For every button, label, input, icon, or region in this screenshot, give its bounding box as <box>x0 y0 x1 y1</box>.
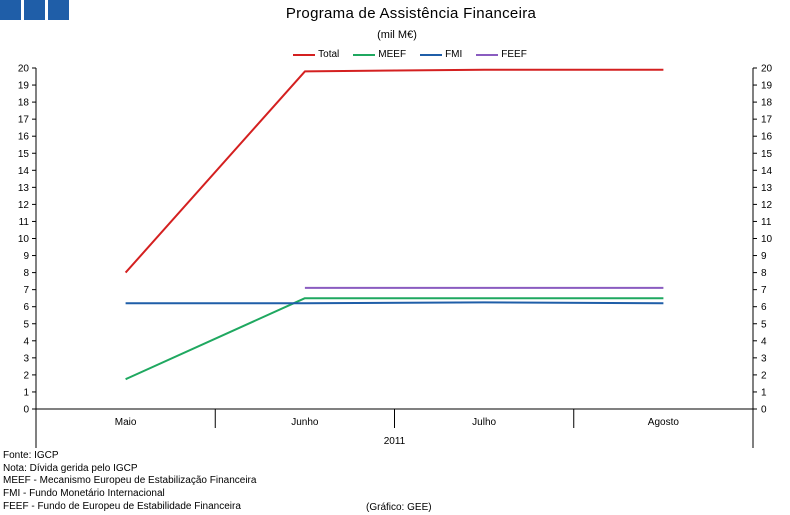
series-line-fmi <box>125 301 664 305</box>
y-tick-label-right: 16 <box>761 132 773 143</box>
y-tick-label-left: 1 <box>23 387 29 398</box>
y-tick-label-left: 0 <box>23 405 29 416</box>
y-tick-label-left: 2 <box>23 370 29 381</box>
series-line-meef <box>125 297 664 381</box>
y-tick-label-right: 5 <box>761 319 767 330</box>
y-tick-label-right: 6 <box>761 302 767 313</box>
y-tick-label-right: 0 <box>761 405 767 416</box>
legend-label-meef: MEEF <box>378 49 407 60</box>
chart-notes: Fonte: IGCP Nota: Dívida gerida pelo IGC… <box>3 450 256 514</box>
y-tick-label-right: 3 <box>761 353 767 364</box>
y-tick-label-right: 19 <box>761 81 773 92</box>
x-tick-label: Julho <box>472 417 496 428</box>
legend-swatch-meef <box>353 53 376 56</box>
logo <box>0 0 69 20</box>
y-tick-label-right: 15 <box>761 149 773 160</box>
note-source: Fonte: IGCP <box>3 450 59 461</box>
legend-item-fmi: FMI <box>420 49 462 60</box>
y-tick-label-right: 13 <box>761 183 773 194</box>
chart-legend: Total MEEF FMI FEEF <box>0 49 790 60</box>
legend-label-feef: FEEF <box>501 49 527 60</box>
y-tick-label-left: 12 <box>18 200 30 211</box>
y-tick-label-right: 9 <box>761 251 767 262</box>
x-tick-label: Junho <box>291 417 319 428</box>
legend-swatch-total <box>293 53 316 56</box>
y-tick-label-left: 13 <box>18 183 30 194</box>
y-tick-label-right: 12 <box>761 200 773 211</box>
note-feef: FEEF - Fundo de Europeu de Estabilidade … <box>3 500 241 512</box>
y-tick-label-right: 20 <box>761 64 773 75</box>
y-tick-label-left: 10 <box>18 234 30 245</box>
y-tick-label-right: 4 <box>761 336 767 347</box>
y-tick-label-left: 20 <box>18 64 30 75</box>
y-tick-label-left: 5 <box>23 319 29 330</box>
legend-item-feef: FEEF <box>476 49 527 60</box>
legend-item-meef: MEEF <box>353 49 406 60</box>
y-tick-label-left: 19 <box>18 81 30 92</box>
y-tick-label-right: 17 <box>761 115 773 126</box>
legend-label-fmi: FMI <box>445 49 463 60</box>
legend-item-total: Total <box>293 49 339 60</box>
y-tick-label-left: 14 <box>18 166 30 177</box>
legend-label-total: Total <box>318 49 340 60</box>
y-tick-label-left: 4 <box>23 336 29 347</box>
y-tick-label-left: 3 <box>23 353 29 364</box>
y-tick-label-left: 18 <box>18 98 30 109</box>
y-tick-label-left: 6 <box>23 302 29 313</box>
y-tick-label-right: 11 <box>761 217 772 228</box>
y-tick-label-left: 11 <box>19 217 30 228</box>
logo-square <box>48 0 69 20</box>
note-fmi: FMI - Fundo Monetário Internacional <box>3 488 165 500</box>
logo-square <box>0 0 21 20</box>
y-tick-label-left: 7 <box>23 285 29 296</box>
chart-title: Programa de Assistência Financeira <box>285 5 537 22</box>
y-tick-label-right: 10 <box>761 234 773 245</box>
y-tick-label-left: 15 <box>18 149 30 160</box>
chart-credit: (Gráfico: GEE) <box>366 502 432 513</box>
y-tick-label-right: 8 <box>761 268 767 279</box>
y-tick-label-right: 14 <box>761 166 773 177</box>
legend-swatch-feef <box>476 53 499 56</box>
x-tick-label: Agosto <box>648 417 680 428</box>
chart-subtitle: (mil M€) <box>377 29 417 41</box>
y-tick-label-right: 7 <box>761 285 767 296</box>
y-tick-label-right: 18 <box>761 98 773 109</box>
series-line-total <box>124 68 664 274</box>
y-tick-label-left: 9 <box>23 251 29 262</box>
y-tick-label-left: 16 <box>18 132 30 143</box>
x-tick-label: Maio <box>115 417 137 428</box>
logo-square <box>24 0 45 20</box>
y-tick-label-right: 1 <box>761 387 767 398</box>
y-tick-label-left: 17 <box>18 115 30 126</box>
note-meef: MEEF - Mecanismo Europeu de Estabilizaçã… <box>3 475 257 487</box>
note-text: Nota: Dívida gerida pelo IGCP <box>3 462 138 474</box>
y-tick-label-left: 8 <box>23 268 29 279</box>
y-tick-label-right: 2 <box>761 370 767 381</box>
x-group-label: 2011 <box>384 436 406 447</box>
legend-swatch-fmi <box>420 53 443 56</box>
